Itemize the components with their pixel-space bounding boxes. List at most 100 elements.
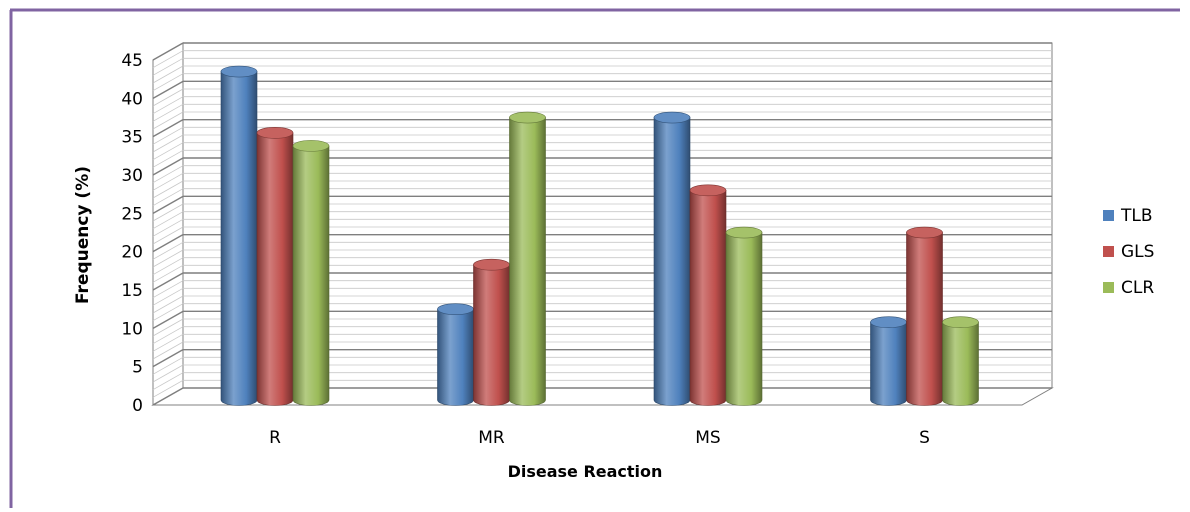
major-gridline-side bbox=[152, 80, 184, 99]
minor-gridline-side bbox=[152, 264, 184, 283]
bar-body bbox=[725, 232, 763, 406]
major-gridline-side bbox=[152, 387, 184, 406]
bars bbox=[220, 65, 979, 406]
bar-clr-r bbox=[292, 140, 330, 406]
minor-gridline-side bbox=[152, 364, 184, 383]
minor-gridline-side bbox=[152, 372, 184, 391]
y-tick-label: 15 bbox=[121, 281, 143, 301]
bar-tlb-ms bbox=[653, 111, 691, 406]
bar-body bbox=[509, 117, 546, 406]
minor-gridline-side bbox=[152, 88, 184, 107]
major-gridline-side bbox=[152, 234, 184, 253]
minor-gridline-side bbox=[152, 165, 184, 184]
minor-gridline-side bbox=[152, 318, 184, 337]
bar-body bbox=[689, 190, 727, 406]
minor-gridline-side bbox=[152, 203, 184, 222]
bar-body bbox=[473, 264, 510, 406]
bar-top bbox=[942, 316, 979, 329]
bar-top bbox=[725, 226, 763, 239]
bar-body bbox=[942, 321, 979, 406]
legend-label-tlb: TLB bbox=[1120, 206, 1153, 226]
bar-top bbox=[256, 127, 294, 139]
bar-body bbox=[292, 145, 330, 406]
bar-top bbox=[220, 65, 258, 78]
minor-gridline-side bbox=[152, 356, 184, 375]
bar-body bbox=[906, 232, 943, 406]
bar-body bbox=[870, 321, 907, 406]
minor-gridline-side bbox=[152, 287, 184, 306]
legend-swatch-clr bbox=[1103, 282, 1114, 293]
major-gridline-side bbox=[152, 119, 184, 138]
bar-body bbox=[653, 117, 691, 406]
major-gridline-side bbox=[152, 310, 184, 329]
minor-gridline-side bbox=[152, 73, 184, 92]
minor-gridline-side bbox=[152, 96, 184, 115]
x-tick-label: S bbox=[919, 428, 930, 448]
minor-gridline-side bbox=[152, 280, 184, 299]
y-tick-label: 30 bbox=[121, 166, 143, 186]
legend-label-gls: GLS bbox=[1121, 242, 1154, 262]
minor-gridline-side bbox=[152, 172, 184, 191]
major-gridline-side bbox=[152, 272, 184, 291]
minor-gridline-side bbox=[152, 134, 184, 153]
bar-clr-s bbox=[942, 316, 979, 406]
minor-gridline-side bbox=[152, 126, 184, 145]
minor-gridline-side bbox=[152, 103, 184, 122]
x-tick-label: MS bbox=[695, 428, 720, 448]
minor-gridline-side bbox=[152, 149, 184, 168]
x-axis-label: Disease Reaction bbox=[508, 462, 663, 481]
bar-body bbox=[256, 132, 294, 406]
minor-gridline-side bbox=[152, 57, 184, 76]
y-tick-label: 35 bbox=[121, 128, 143, 148]
bar-tlb-s bbox=[870, 316, 907, 406]
minor-gridline-side bbox=[152, 303, 184, 322]
legend-swatch-gls bbox=[1103, 246, 1114, 257]
minor-gridline-side bbox=[152, 379, 184, 398]
y-tick-label: 0 bbox=[132, 396, 143, 416]
minor-gridline-side bbox=[152, 295, 184, 314]
minor-gridline-side bbox=[152, 188, 184, 207]
bar-clr-ms bbox=[725, 226, 763, 406]
bar-top bbox=[437, 303, 474, 315]
y-tick-label: 25 bbox=[121, 204, 143, 224]
bar-gls-r bbox=[256, 127, 294, 406]
minor-gridline-side bbox=[152, 226, 184, 245]
legend: TLB GLS CLR bbox=[1103, 206, 1154, 298]
minor-gridline-side bbox=[152, 249, 184, 268]
y-axis-label: Frequency (%) bbox=[73, 166, 93, 304]
minor-gridline-side bbox=[152, 257, 184, 276]
minor-gridline-side bbox=[152, 180, 184, 199]
bar-body bbox=[437, 308, 474, 406]
x-tick-label: MR bbox=[478, 428, 505, 448]
bar-top bbox=[906, 226, 943, 239]
minor-gridline-side bbox=[152, 211, 184, 230]
bar-gls-s bbox=[906, 226, 943, 406]
y-axis-ticks: 0 5 10 15 20 25 30 35 40 45 bbox=[121, 51, 143, 416]
bar-top bbox=[689, 184, 727, 197]
x-tick-label: R bbox=[269, 428, 281, 448]
bar-top bbox=[509, 111, 546, 124]
minor-gridline-side bbox=[152, 142, 184, 161]
minor-gridline-side bbox=[152, 241, 184, 260]
bar-body bbox=[220, 71, 258, 406]
y-tick-label: 45 bbox=[121, 51, 143, 71]
plot-walls bbox=[151, 42, 1054, 406]
bar-tlb-mr bbox=[437, 303, 474, 406]
bar-top bbox=[292, 140, 330, 152]
bar-gls-ms bbox=[689, 184, 727, 406]
y-tick-label: 40 bbox=[121, 89, 143, 109]
bar-top bbox=[870, 316, 907, 329]
bar-top bbox=[653, 111, 691, 124]
y-tick-label: 5 bbox=[132, 358, 143, 378]
minor-gridline-side bbox=[152, 341, 184, 360]
minor-gridline-side bbox=[152, 333, 184, 352]
major-gridline-side bbox=[152, 349, 184, 368]
major-gridline-side bbox=[152, 42, 184, 61]
minor-gridline-side bbox=[152, 65, 184, 84]
legend-label-clr: CLR bbox=[1121, 278, 1154, 298]
major-gridline-side bbox=[152, 157, 184, 176]
bar-gls-mr bbox=[473, 258, 510, 406]
x-axis-ticks: R MR MS S bbox=[269, 428, 930, 448]
